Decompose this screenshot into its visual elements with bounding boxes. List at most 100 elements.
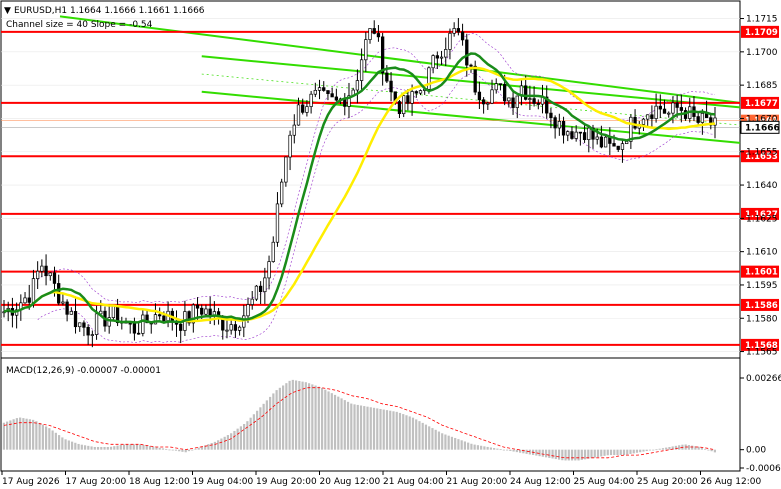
macd-bar	[57, 435, 61, 450]
moving-averages	[3, 52, 716, 324]
macd-bar	[178, 449, 181, 452]
candle-body	[246, 304, 250, 317]
candle-body	[288, 134, 292, 158]
macd-bar	[191, 449, 194, 451]
time-tick-label: 19 Aug 20:00	[256, 477, 317, 487]
price-tick-label: 1.1715	[746, 15, 778, 25]
level-label: 1.1601	[745, 268, 778, 278]
candle-body	[713, 117, 717, 126]
macd-bar	[554, 449, 557, 460]
candle-body	[78, 322, 82, 328]
macd-bar	[259, 407, 262, 450]
macd-bar	[359, 405, 363, 450]
candle-body	[658, 105, 662, 110]
macd-bar	[710, 449, 713, 452]
macd-bar	[51, 430, 54, 450]
macd-bar	[574, 449, 577, 461]
candle-body	[561, 121, 566, 136]
macd-bar	[405, 415, 408, 450]
macd-bar	[265, 400, 268, 450]
macd-bar	[577, 449, 580, 461]
macd-bar	[441, 433, 444, 450]
candle-body	[410, 91, 414, 104]
candle-body	[187, 311, 191, 324]
macd-bar	[632, 449, 635, 454]
candle-body	[158, 314, 162, 317]
candle-body	[280, 181, 284, 205]
macd-bar	[187, 449, 191, 452]
candle-body	[309, 93, 313, 107]
macd-bar	[282, 385, 285, 450]
macd-bar	[424, 424, 428, 450]
macd-bar	[77, 443, 80, 450]
macd-bar	[278, 387, 281, 450]
macd-bar	[204, 445, 207, 450]
time-tick-label: 26 Aug 12:00	[701, 477, 762, 487]
candle-body	[553, 117, 557, 129]
time-tick-label: 17 Aug 20:00	[66, 477, 127, 487]
price-axis: 1.1715 1.1700 1.1685 1.1670 1.1655 1.1640 1.16…	[740, 15, 778, 358]
macd-bar	[70, 441, 74, 450]
macd-bar	[694, 446, 697, 450]
macd-bar	[288, 380, 291, 450]
macd-bar	[392, 411, 395, 450]
macd-bar	[330, 393, 333, 450]
candle-body	[48, 272, 52, 277]
macd-bar	[437, 431, 441, 450]
candle-body	[452, 28, 456, 34]
macd-bar	[385, 410, 389, 450]
macd-bar	[600, 449, 603, 457]
candle-body	[111, 305, 116, 318]
macd-bar	[291, 379, 294, 450]
macd-bar	[583, 449, 587, 460]
macd-bar	[421, 422, 424, 450]
macd-bar	[6, 421, 9, 450]
macd-bar	[493, 448, 496, 450]
macd-bar	[165, 448, 168, 450]
macd-bar	[152, 446, 155, 450]
macd-bar	[713, 449, 716, 453]
macd-bar	[158, 447, 161, 450]
ma-fast-line	[3, 52, 716, 324]
macd-bar	[119, 445, 122, 450]
candle-body	[532, 98, 536, 104]
level-label: 1.1653	[745, 152, 778, 162]
candle-body	[31, 278, 36, 303]
macd-bar	[132, 444, 135, 450]
macd-bar	[142, 444, 145, 450]
candle-body	[258, 285, 263, 293]
macd-bar	[665, 447, 668, 450]
macd-bar	[223, 436, 226, 450]
macd-bar	[35, 421, 38, 450]
macd-bar	[207, 444, 210, 450]
candle-body	[250, 298, 254, 305]
header-triangle-icon[interactable]: ▼	[4, 6, 11, 16]
macd-bar	[707, 449, 710, 451]
macd-bar	[311, 384, 314, 450]
macd-bar	[369, 407, 372, 450]
macd-bar	[642, 449, 645, 452]
macd-bar	[236, 428, 239, 450]
macd-bar	[473, 444, 476, 450]
macd-signal-line	[3, 387, 716, 459]
macd-bar	[541, 449, 544, 457]
macd-bar	[161, 448, 165, 450]
candle-body	[545, 96, 549, 114]
macd-bar	[197, 447, 200, 450]
channel-upper-line	[201, 55, 741, 109]
candle-body	[620, 143, 625, 150]
time-tick-label: 18 Aug 12:00	[129, 477, 190, 487]
macd-bar	[538, 449, 541, 457]
macd-bar	[200, 446, 204, 450]
macd-bar	[408, 416, 411, 450]
level-label-box	[741, 338, 779, 351]
candle-body	[587, 127, 591, 140]
macd-bar	[155, 447, 158, 450]
macd-bar	[619, 449, 622, 456]
candle-body	[271, 241, 275, 262]
macd-bar	[557, 449, 561, 460]
macd-bar	[603, 449, 606, 456]
macd-bar	[431, 428, 434, 450]
candle-body	[359, 59, 364, 81]
